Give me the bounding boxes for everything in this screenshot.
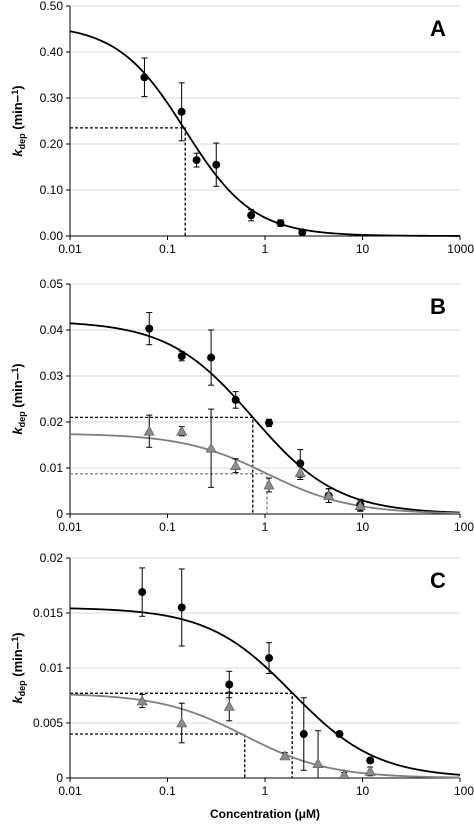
data-point-triangle: [176, 717, 188, 728]
y-tick-label: 0.50: [40, 0, 64, 13]
x-tick-label: 100: [454, 784, 474, 798]
x-tick-label: 0.1: [159, 242, 176, 256]
y-tick-label: 0: [56, 507, 63, 521]
data-point-triangle: [230, 460, 242, 470]
y-tick-label: 0.04: [40, 323, 64, 337]
y-axis-label: kdep (min−1): [10, 632, 27, 703]
panel-label: C: [430, 568, 446, 593]
x-tick-label: 1: [262, 784, 269, 798]
data-point-circle: [247, 211, 256, 220]
ic50-guide: [70, 416, 254, 514]
x-tick-label: 0.01: [58, 784, 82, 798]
data-point-circle: [138, 588, 147, 597]
y-axis-label: kdep (min−1): [10, 85, 27, 156]
x-tick-label: 10: [356, 784, 370, 798]
panel-a: 0.00 0.10 0.20 0.30 0.40 0.50 0.01 0.1 1 10 1000 kd…: [10, 0, 474, 256]
y-tick-label: 0.015: [33, 606, 63, 620]
data-point-circle: [225, 680, 234, 689]
fit-curve: [69, 322, 461, 514]
y-axis-label: kdep (min−1): [10, 363, 27, 434]
data-point-circle: [177, 603, 186, 612]
x-tick-label: 0.01: [58, 242, 82, 256]
data-point-circle: [177, 107, 186, 116]
y-tick-label: 0.02: [40, 415, 64, 429]
y-tick-label: 0.10: [40, 183, 64, 197]
data-point-triangle: [364, 765, 376, 776]
fit-curve: [69, 607, 461, 776]
data-point-circle: [207, 353, 216, 362]
data-point-triangle: [294, 466, 306, 477]
ic50-guide: [70, 127, 186, 236]
data-point-triangle: [338, 769, 350, 779]
fit-curve: [69, 433, 461, 515]
x-tick-label: 10: [356, 520, 370, 534]
data-point-circle: [145, 324, 154, 333]
ic50-guide: [70, 733, 246, 778]
x-tick-label: 1: [262, 520, 269, 534]
data-point-triangle: [223, 700, 235, 711]
y-tick-label: 0.30: [40, 91, 64, 105]
fit-curve: [69, 30, 461, 237]
data-point-triangle: [205, 442, 217, 453]
fit-curve: [69, 693, 461, 779]
y-tick-label: 0.05: [40, 277, 64, 291]
data-point-circle: [276, 219, 285, 228]
data-point-circle: [212, 160, 221, 169]
data-point-triangle: [143, 425, 155, 436]
x-tick-label: 0.01: [58, 520, 82, 534]
data-point-circle: [335, 730, 344, 738]
data-point-triangle: [263, 479, 275, 490]
x-tick-label: 1: [262, 242, 269, 256]
data-point-circle: [265, 654, 274, 663]
data-point-circle: [299, 730, 308, 738]
ic50-guide: [70, 473, 268, 514]
y-tick-label: 0.00: [40, 229, 64, 243]
data-point-triangle: [136, 695, 148, 706]
data-point-circle: [298, 228, 307, 237]
panel-label: A: [430, 16, 446, 41]
data-point-circle: [231, 395, 240, 404]
y-tick-label: 0: [56, 771, 63, 785]
data-point-circle: [192, 156, 201, 165]
data-point-circle: [265, 418, 274, 427]
data-point-circle: [177, 352, 186, 361]
x-tick-label: 10: [356, 242, 370, 256]
y-tick-label: 0.02: [40, 551, 64, 565]
panel-c: 0 0.005 0.01 0.015 0.02 0.01 0.1 1 10 100 kdep (mi…: [10, 551, 474, 798]
x-tick-label: 0.1: [159, 520, 176, 534]
x-tick-label: 1000: [447, 242, 474, 256]
ic50-guide: [70, 692, 293, 778]
data-point-triangle: [354, 500, 366, 511]
y-tick-label: 0.40: [40, 45, 64, 59]
x-tick-label: 100: [454, 520, 474, 534]
x-axis-label: Concentration (μM): [210, 807, 320, 821]
data-point-triangle: [279, 750, 291, 761]
data-point-circle: [366, 756, 375, 765]
data-point-triangle: [323, 489, 335, 500]
y-tick-label: 0.01: [40, 661, 64, 675]
y-tick-label: 0.20: [40, 137, 64, 151]
y-tick-label: 0.01: [40, 461, 64, 475]
x-tick-label: 0.1: [159, 784, 176, 798]
data-point-triangle: [312, 758, 324, 768]
data-point-triangle: [176, 425, 188, 436]
y-tick-label: 0.005: [33, 716, 63, 730]
data-point-circle: [140, 73, 149, 82]
y-tick-label: 0.03: [40, 369, 64, 383]
panel-label: B: [430, 294, 446, 319]
